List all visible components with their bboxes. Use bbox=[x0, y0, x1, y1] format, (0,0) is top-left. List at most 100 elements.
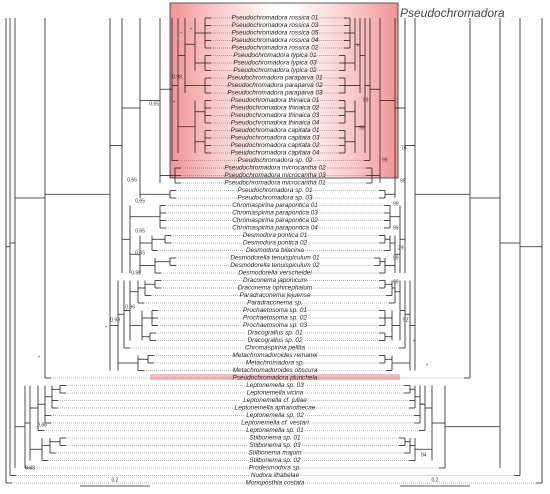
taxon-label: Prochaetosoma sp. 02 bbox=[243, 315, 307, 322]
support-value: 0.98 bbox=[172, 74, 182, 80]
taxon-label: Prochaetosoma sp. 03 bbox=[243, 322, 307, 329]
taxon-label: Desmodorella tenuispiculum 01 bbox=[230, 255, 320, 262]
taxon-label: Pseudochromadora rossica 02 bbox=[232, 45, 319, 52]
taxon-label: Draconema japonicum bbox=[243, 277, 308, 284]
support-value: 0.65 bbox=[135, 228, 145, 234]
taxon-label: Pseudochromadora microcantha 01 bbox=[224, 180, 326, 187]
taxon-label: Pseudochromadora rossica 05 bbox=[232, 30, 319, 37]
taxon-label: Pseudochromadora capitata 01 bbox=[231, 127, 320, 134]
taxon-label: Stilbonema majum bbox=[249, 450, 303, 457]
taxon-label: Paradraconema jejuense bbox=[239, 292, 310, 299]
taxon-label: Pseudochromadora thinaica 01 bbox=[231, 97, 320, 104]
taxon-label: Paradraconema sp. bbox=[247, 300, 303, 307]
taxon-label: Pseudochromadora microcantha 02 bbox=[224, 165, 326, 172]
taxon-label: Pseudochromadora paraparva 02 bbox=[227, 82, 323, 89]
support-value: 99 bbox=[363, 97, 369, 103]
taxon-label: Pseudochromadora typica 03 bbox=[233, 60, 317, 67]
scale-label: 0.2 bbox=[432, 477, 439, 483]
taxon-label: Chromaspirina parapontica 03 bbox=[232, 210, 318, 217]
taxon-label: Pseudochromadora thinaica 02 bbox=[231, 105, 320, 112]
support-value: * bbox=[180, 31, 182, 37]
taxon-label: Pseudochromadora sp. 02 bbox=[238, 157, 313, 164]
taxon-label: Leptonemella cf. vestari bbox=[241, 420, 309, 427]
tree: Pseudochromadora rossica 01Pseudochromad… bbox=[5, 15, 543, 487]
support-value: * bbox=[426, 363, 428, 369]
taxon-label: Pseudochromadora capitata 03 bbox=[231, 135, 320, 142]
support-value: 99 bbox=[393, 255, 399, 261]
support-value: 0.65 bbox=[127, 177, 137, 183]
taxon-label: Desmodora pontica 01 bbox=[243, 232, 308, 239]
taxon-label: Prochaetosoma sp. 01 bbox=[243, 307, 307, 314]
taxon-label: Leptonemella vicina bbox=[247, 390, 304, 397]
support-value: 0.65 bbox=[135, 250, 145, 256]
support-value: * bbox=[173, 100, 175, 106]
support-value: 99 bbox=[359, 125, 365, 131]
taxon-label: Dracograllus sp. 01 bbox=[247, 330, 303, 337]
taxon-label: Monoposthia costata bbox=[246, 480, 305, 487]
taxon-label: Pseudochromadora typica 01 bbox=[233, 52, 317, 59]
support-value: 0.98 bbox=[131, 270, 141, 276]
support-value: 0.65 bbox=[149, 101, 159, 107]
taxon-label: Pseudochromadora plurichela bbox=[233, 375, 318, 382]
support-value: 0.65 bbox=[135, 198, 145, 204]
taxon-label: Pseudochromadora capitata 04 bbox=[231, 150, 320, 157]
support-value: * bbox=[357, 44, 359, 50]
taxon-label: Pseudochromadora rossica 01 bbox=[232, 15, 319, 22]
support-value: * bbox=[190, 27, 192, 33]
taxon-label: Chromaspirina pellita bbox=[245, 345, 305, 352]
support-value: 94 bbox=[421, 452, 427, 458]
taxon-label: Pseudochromadora thinaica 04 bbox=[231, 120, 320, 127]
support-value: 99 bbox=[400, 178, 406, 184]
support-value: * bbox=[421, 402, 423, 408]
support-value: 0.86 bbox=[37, 422, 47, 428]
taxon-label: Prodesmodora sp. bbox=[249, 465, 301, 472]
support-value: 29 bbox=[398, 245, 404, 251]
taxon-label: Pseudochromadora paraparva 03 bbox=[227, 90, 323, 97]
highlight-band bbox=[150, 374, 400, 380]
taxon-label: Pseudochromadora thinaica 03 bbox=[231, 112, 320, 119]
taxon-label: Pseudochromadora microcantha 03 bbox=[224, 172, 326, 179]
taxon-label: Nudora ilhabelae bbox=[251, 472, 300, 479]
support-value: 0.98 bbox=[25, 465, 35, 471]
taxon-label: Pseudochromadora paraparva 01 bbox=[227, 75, 323, 82]
taxon-label: Desmodora bilacinia bbox=[246, 247, 304, 254]
support-value: 99 bbox=[393, 225, 399, 231]
support-value: 76 bbox=[401, 145, 407, 151]
taxon-label: Stilbonema sp. 03 bbox=[249, 442, 301, 449]
support-value: 99 bbox=[393, 201, 399, 207]
support-value: 0.99 bbox=[110, 317, 120, 323]
taxon-label: Desmodorella verscheldei bbox=[238, 270, 312, 277]
taxon-label: Leptonemella sp. 03 bbox=[246, 382, 304, 389]
taxon-label: Desmodorella tenuispiculum 02 bbox=[230, 262, 320, 269]
taxon-label: Leptonemella sp. 02 bbox=[246, 412, 304, 419]
taxon-label: Stilbonema sp. 02 bbox=[249, 457, 301, 464]
support-value: * bbox=[413, 339, 415, 345]
taxon-label: Leptonemella aphanothecae bbox=[235, 405, 316, 412]
taxon-label: Pseudochromadora capitata 02 bbox=[231, 142, 320, 149]
taxon-label: Chromaspirina parapontica 04 bbox=[232, 225, 318, 232]
support-value: 99 bbox=[382, 157, 388, 163]
clade-title: Pseudochromadora bbox=[400, 6, 505, 20]
taxon-label: Dracograllus sp. 02 bbox=[247, 337, 303, 344]
support-value: 92 bbox=[403, 317, 409, 323]
taxon-label: Pseudochromadora rossica 03 bbox=[232, 22, 319, 29]
taxon-label: Metachromadoroides obscura bbox=[233, 367, 318, 374]
support-value: 0.96 bbox=[125, 304, 135, 310]
taxon-label: Pseudochromadora sp. 03 bbox=[238, 195, 313, 202]
taxon-label: Pseudochromadora typica 02 bbox=[233, 67, 317, 74]
scale-label: 0.2 bbox=[112, 477, 119, 483]
taxon-label: Leptonemella sp. 01 bbox=[246, 427, 304, 434]
taxon-label: Draconema ophicephalum bbox=[238, 285, 313, 292]
taxon-label: Metachromadora sp. bbox=[246, 360, 305, 367]
taxon-label: Pseudochromadora rossica 04 bbox=[232, 37, 319, 44]
taxon-label: Chromaspirina parapontica 02 bbox=[232, 217, 318, 224]
taxon-label: Leptonemella cf. juliae bbox=[243, 397, 307, 404]
taxon-label: Stilbonema sp. 01 bbox=[249, 435, 301, 442]
taxon-label: Desmodora pontica 02 bbox=[243, 240, 308, 247]
support-value: * bbox=[38, 355, 40, 361]
support-value: 99 bbox=[393, 279, 399, 285]
support-value: * bbox=[105, 325, 107, 331]
taxon-label: Metachromadoroides remanei bbox=[233, 352, 318, 359]
taxon-label: Chromaspirina parapontica 01 bbox=[232, 202, 318, 209]
